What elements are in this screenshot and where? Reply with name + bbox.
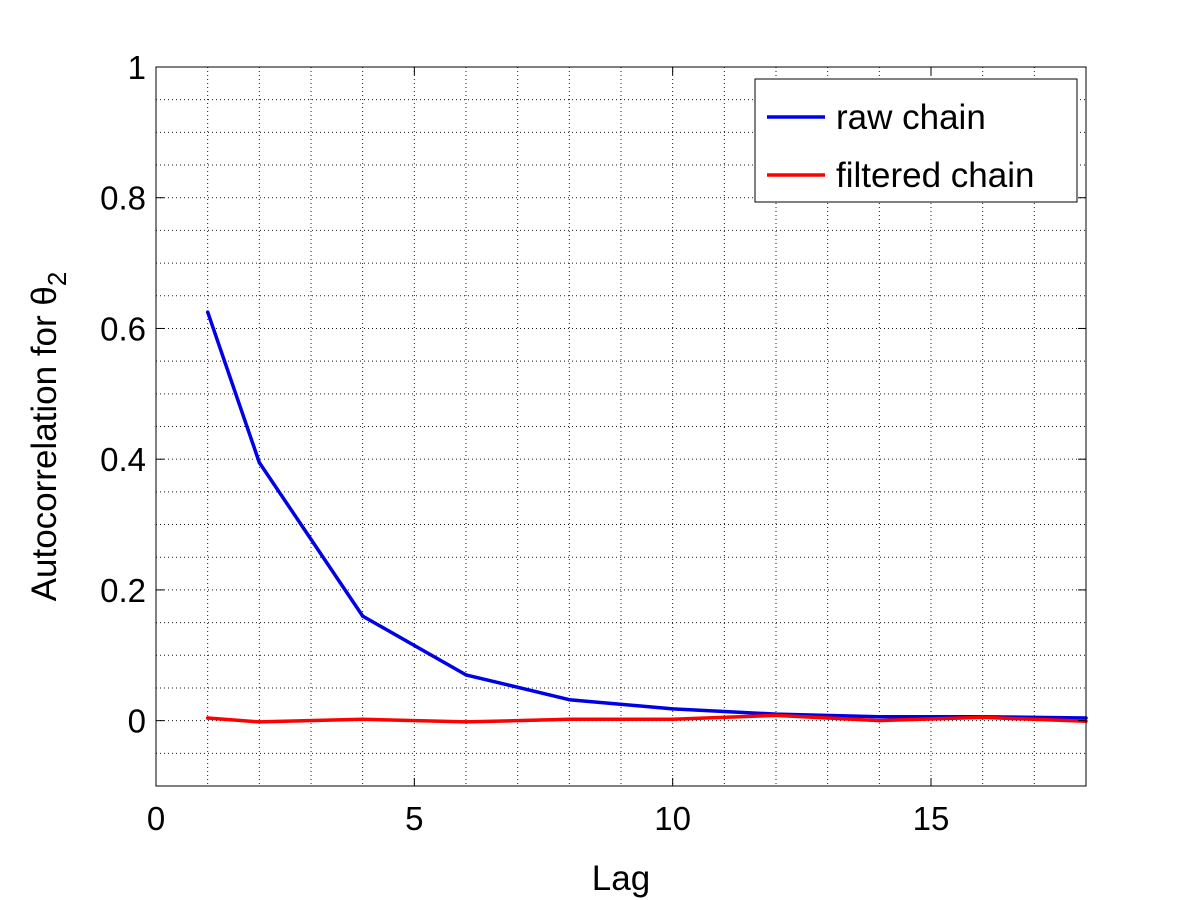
y-tick-label: 0.6 [100,310,146,347]
data-point [567,717,572,722]
y-tick-label: 0.4 [100,441,146,478]
x-tick-label: 5 [405,800,423,837]
tick-marks [155,66,1086,786]
y-axis-title-main: Autocorrelation for θ [25,286,64,601]
axes-box [155,66,1087,787]
series-layer [205,310,1088,724]
y-axis-title-subscript: 2 [42,272,72,286]
y-tick-label: 0 [128,703,146,740]
data-point [670,717,675,722]
data-point [257,720,262,724]
x-tick-label: 10 [654,800,691,837]
data-point [360,717,365,722]
y-tick-label: 0.8 [100,180,146,217]
data-point [464,720,468,724]
data-point [877,718,882,723]
grid [156,67,1086,786]
data-point [877,714,882,719]
series-line [206,311,1087,720]
y-tick-label: 0.2 [100,572,146,609]
data-point [670,707,675,711]
data-point [205,310,210,314]
data-point [360,614,365,618]
series-line [207,713,1087,724]
x-tick-label: 0 [147,800,165,837]
y-tick-label: 1 [128,49,146,86]
y-axis-title: Autocorrelation for θ2 [25,272,72,602]
legend-label: filtered chain [836,156,1034,195]
data-point [205,716,210,720]
data-point [464,673,468,677]
x-tick-label: 15 [913,800,950,837]
legend-label: raw chain [836,98,986,137]
x-axis-title: Lag [592,859,650,898]
legend: raw chain filtered chain [754,78,1078,203]
data-point [567,697,572,702]
tick-labels: 0 5 10 15 0 0.2 0.4 0.6 0.8 1 [100,49,949,837]
legend-box [754,78,1078,203]
data-point [257,460,262,465]
data-point [774,713,778,718]
data-point [980,715,985,720]
